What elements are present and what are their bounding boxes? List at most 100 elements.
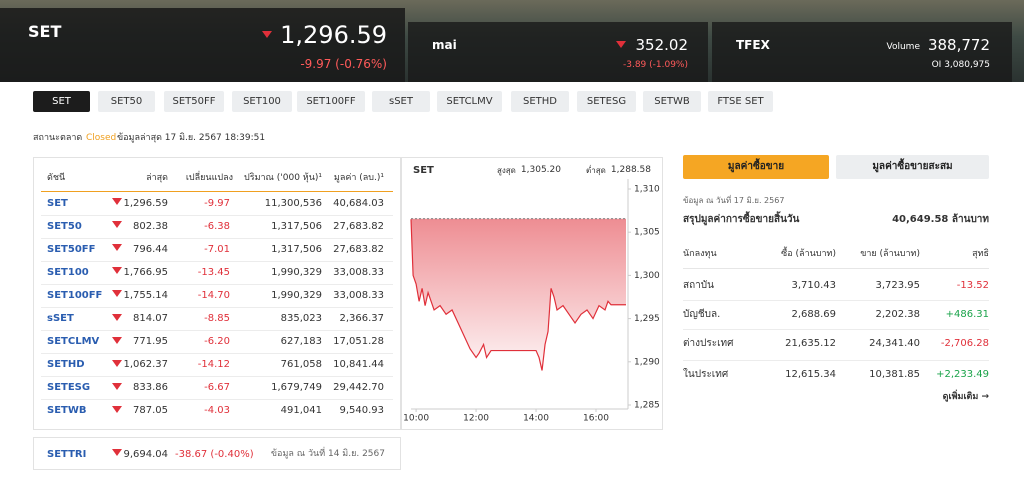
column-header: ดัชนี [47,173,66,183]
tab[interactable]: SETESG [577,91,636,112]
row-rule [41,283,393,285]
stat-value: 1,305.20 [520,165,561,175]
down-icon [112,382,122,390]
chart-title: SET [413,164,434,176]
stat-label: สูงสุด [497,166,516,175]
cell: 29,442.70 [333,382,384,394]
tab[interactable]: sSET [372,91,430,112]
column-header: ปริมาณ ('000 หุ้น)¹ [244,173,322,183]
tab[interactable]: SET [33,91,90,112]
cell: 627,183 [280,336,322,348]
tab[interactable]: SETHD [511,91,569,112]
index-link[interactable]: SETWB [47,405,87,417]
summary-label: สรุปมูลค่าการซื้อขายสิ้นวัน [683,213,800,225]
cell: 2,688.69 [791,308,836,320]
header-rule [41,191,393,192]
tab[interactable]: SETWB [643,91,701,112]
cell: 11,300,536 [264,197,322,209]
x-tick-label: 10:00 [403,414,429,424]
row-rule [41,307,393,308]
index-value: 352.02 [635,35,689,54]
down-icon [112,290,122,298]
down-icon [112,336,122,344]
cell: 10,841.44 [333,359,384,371]
cell: 24,341.40 [869,337,920,349]
cell: -4.03 [204,405,230,417]
cell: 1,766.95 [123,266,168,278]
index-link[interactable]: SETHD [47,359,85,371]
cell: 833.86 [133,382,168,394]
tab[interactable]: SET50FF [164,91,224,112]
index-link[interactable]: sSET [47,313,74,324]
cell: 1,990,329 [271,266,322,278]
down-icon [112,359,122,367]
y-tick-label: 1,300 [634,271,660,281]
index-value: 1,296.59 [280,21,387,49]
cell: 17,051.28 [333,336,384,348]
open-interest: OI 3,080,975 [931,60,990,70]
column-header: ซื้อ (ล้านบาท) [781,249,836,259]
column-header: ขาย (ล้านบาท) [860,249,920,259]
tab[interactable]: SET50 [98,91,155,112]
row-rule [41,260,393,262]
area-fill [411,218,626,371]
cell: +2,233.49 [936,368,989,380]
y-tick-label: 1,285 [634,401,660,411]
tab[interactable]: SET100 [232,91,292,112]
cell: -8.85 [204,313,230,324]
row-rule [41,237,393,239]
index-link[interactable]: SETCLMV [47,336,100,348]
index-name: SET [28,22,62,41]
tab[interactable]: SET100FF [297,91,365,112]
cell: 27,683.82 [333,243,384,255]
index-link[interactable]: SET100 [47,266,89,278]
row-rule [41,399,393,401]
cell: 787.05 [133,405,168,417]
index-link[interactable]: SET50 [47,220,82,232]
cell: 796.44 [133,243,168,255]
data-date: ข้อมูล ณ วันที่ 17 มิ.ย. 2567 [683,196,785,205]
cell: 2,366.37 [339,313,384,324]
down-icon [112,221,122,229]
index-link[interactable]: SETESG [47,382,91,394]
data-date: ข้อมูล ณ วันที่ 14 มิ.ย. 2567 [270,449,385,459]
cell: -7.01 [204,243,230,255]
index-link[interactable]: SETTRI [47,448,87,460]
row-rule [683,299,989,301]
cell: 491,041 [280,405,322,417]
index-change: -9.97 (-0.76%) [300,57,387,71]
cell: 3,710.43 [791,279,836,291]
down-icon [262,31,272,38]
y-tick-label: 1,290 [634,357,660,367]
tab[interactable]: SETCLMV [437,91,502,112]
down-icon [112,405,122,413]
status-state: Closed [86,133,117,143]
summary-value: 40,649.58 ล้านบาท [892,213,989,225]
cell: -6.38 [204,220,230,232]
cell: 12,615.34 [785,368,836,380]
cell: 761,058 [280,359,322,371]
cell: 2,202.38 [875,308,920,320]
tab-button[interactable]: มูลค่าซื้อขาย [683,155,829,179]
index-link[interactable]: SET50FF [47,243,96,255]
index-link[interactable]: SET100FF [47,289,103,301]
index-table [33,157,401,430]
row-rule [683,328,989,330]
index-change: -3.89 (-1.09%) [622,60,688,70]
more-link[interactable]: ดูเพิ่มเติม → [942,392,989,402]
cell: บัญชีบล. [683,308,721,320]
tab[interactable]: FTSE SET [708,91,773,112]
x-tick-label: 14:00 [523,414,549,424]
row-rule [41,376,393,378]
column-header: ล่าสุด [146,173,168,183]
cell: 1,755.14 [123,289,168,301]
volume-value: 388,772 [927,35,990,54]
cell: -14.70 [197,289,230,301]
banner-panel [712,22,1012,82]
cell: 33,008.33 [333,266,384,278]
index-link[interactable]: SET [47,197,68,209]
cell: 1,062.37 [123,359,168,371]
chart-panel [401,157,663,430]
header-rule [683,268,989,269]
tab-button[interactable]: มูลค่าซื้อขายสะสม [836,155,989,179]
